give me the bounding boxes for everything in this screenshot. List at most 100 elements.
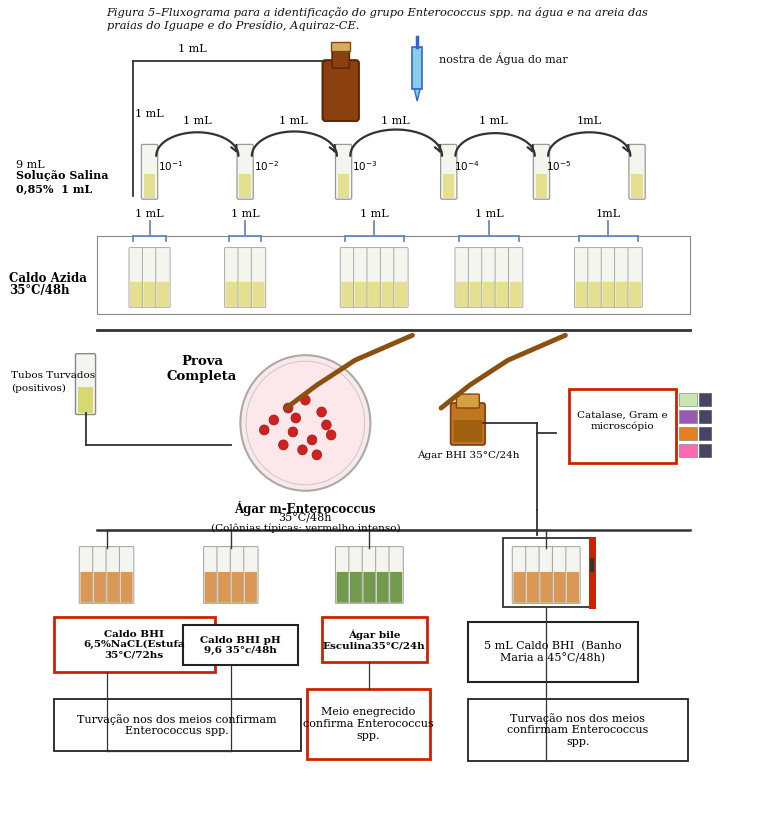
FancyBboxPatch shape bbox=[614, 248, 629, 307]
Text: 1 mL: 1 mL bbox=[231, 209, 259, 219]
FancyBboxPatch shape bbox=[481, 248, 496, 307]
Text: Figura 5–Fluxograma para a identificação do grupo Enterococcus spp. na água e na: Figura 5–Fluxograma para a identificação… bbox=[107, 7, 648, 18]
FancyBboxPatch shape bbox=[244, 547, 258, 603]
FancyBboxPatch shape bbox=[79, 547, 94, 603]
FancyBboxPatch shape bbox=[93, 547, 107, 603]
Text: 1 mL: 1 mL bbox=[479, 116, 508, 126]
Text: 1mL: 1mL bbox=[577, 116, 602, 126]
FancyBboxPatch shape bbox=[508, 248, 523, 307]
Polygon shape bbox=[412, 47, 422, 89]
Circle shape bbox=[288, 427, 298, 437]
FancyBboxPatch shape bbox=[601, 248, 615, 307]
Text: Catalase, Gram e
microscópio: Catalase, Gram e microscópio bbox=[578, 411, 668, 431]
Text: 1 mL: 1 mL bbox=[135, 109, 164, 119]
Bar bbox=[54, 699, 301, 751]
FancyBboxPatch shape bbox=[157, 282, 169, 307]
FancyBboxPatch shape bbox=[552, 547, 567, 603]
Bar bbox=[308, 689, 430, 759]
Bar bbox=[631, 175, 643, 198]
FancyBboxPatch shape bbox=[534, 145, 550, 199]
Text: $10^{-5}$: $10^{-5}$ bbox=[546, 159, 571, 173]
FancyBboxPatch shape bbox=[679, 393, 697, 406]
FancyBboxPatch shape bbox=[679, 426, 697, 440]
FancyBboxPatch shape bbox=[381, 282, 394, 307]
Circle shape bbox=[308, 435, 317, 445]
Text: 35°C/48h: 35°C/48h bbox=[9, 284, 69, 297]
Text: (Colônias típicas: vermelho intenso): (Colônias típicas: vermelho intenso) bbox=[211, 524, 400, 534]
FancyBboxPatch shape bbox=[468, 248, 483, 307]
Bar bbox=[97, 236, 690, 314]
FancyBboxPatch shape bbox=[367, 248, 381, 307]
Circle shape bbox=[298, 445, 308, 455]
Text: Ágar bile
Esculina35°C/24h: Ágar bile Esculina35°C/24h bbox=[323, 629, 425, 650]
Bar bbox=[321, 617, 427, 662]
FancyBboxPatch shape bbox=[141, 145, 158, 199]
Circle shape bbox=[246, 361, 365, 484]
FancyBboxPatch shape bbox=[322, 60, 359, 121]
Text: Turvação nos dos meios
confirmam Enterococcus
spp.: Turvação nos dos meios confirmam Enteroc… bbox=[507, 713, 648, 747]
Text: 1 mL: 1 mL bbox=[183, 116, 211, 126]
Text: 35°C/48h: 35°C/48h bbox=[278, 513, 332, 523]
Text: Tubos Turvados: Tubos Turvados bbox=[11, 371, 95, 380]
FancyBboxPatch shape bbox=[156, 248, 170, 307]
FancyBboxPatch shape bbox=[335, 145, 351, 199]
FancyBboxPatch shape bbox=[121, 572, 132, 602]
FancyBboxPatch shape bbox=[495, 248, 509, 307]
FancyBboxPatch shape bbox=[454, 420, 482, 442]
Text: Caldo BHI
6,5%NaCL(Estufa
35°C/72hs: Caldo BHI 6,5%NaCL(Estufa 35°C/72hs bbox=[84, 630, 185, 660]
FancyBboxPatch shape bbox=[252, 282, 265, 307]
FancyBboxPatch shape bbox=[245, 572, 257, 602]
FancyBboxPatch shape bbox=[510, 282, 521, 307]
Text: 9 mL: 9 mL bbox=[15, 160, 45, 182]
Bar bbox=[183, 625, 298, 665]
Bar bbox=[536, 175, 548, 198]
Text: Caldo Azida: Caldo Azida bbox=[9, 272, 87, 285]
FancyBboxPatch shape bbox=[395, 282, 407, 307]
FancyBboxPatch shape bbox=[340, 248, 355, 307]
Circle shape bbox=[326, 430, 336, 440]
FancyBboxPatch shape bbox=[144, 282, 155, 307]
FancyBboxPatch shape bbox=[512, 547, 527, 603]
FancyBboxPatch shape bbox=[679, 444, 697, 457]
FancyBboxPatch shape bbox=[602, 282, 614, 307]
FancyBboxPatch shape bbox=[527, 572, 539, 602]
Bar bbox=[331, 42, 351, 52]
FancyBboxPatch shape bbox=[390, 572, 402, 602]
FancyBboxPatch shape bbox=[441, 145, 457, 199]
Text: 1 mL: 1 mL bbox=[278, 116, 308, 126]
Bar bbox=[503, 538, 594, 607]
FancyBboxPatch shape bbox=[119, 547, 134, 603]
FancyBboxPatch shape bbox=[389, 547, 403, 603]
Circle shape bbox=[278, 440, 288, 450]
FancyBboxPatch shape bbox=[368, 282, 380, 307]
FancyBboxPatch shape bbox=[129, 248, 143, 307]
Text: praias do Iguape e do Presídio, Aquiraz-CE.: praias do Iguape e do Presídio, Aquiraz-… bbox=[107, 20, 359, 32]
Text: Solução Salina: Solução Salina bbox=[15, 170, 108, 181]
Text: Ágar m-Enterococcus: Ágar m-Enterococcus bbox=[235, 501, 376, 516]
FancyBboxPatch shape bbox=[349, 547, 363, 603]
Text: 1 mL: 1 mL bbox=[360, 209, 388, 219]
Text: $10^{-3}$: $10^{-3}$ bbox=[352, 159, 378, 173]
FancyBboxPatch shape bbox=[335, 547, 350, 603]
Text: Prova
Completa: Prova Completa bbox=[167, 355, 238, 383]
Circle shape bbox=[283, 403, 293, 413]
FancyBboxPatch shape bbox=[130, 282, 142, 307]
FancyBboxPatch shape bbox=[514, 572, 525, 602]
FancyBboxPatch shape bbox=[94, 572, 106, 602]
Bar bbox=[443, 175, 454, 198]
Circle shape bbox=[321, 420, 331, 430]
FancyBboxPatch shape bbox=[540, 572, 552, 602]
Circle shape bbox=[241, 355, 371, 491]
FancyBboxPatch shape bbox=[456, 282, 468, 307]
FancyBboxPatch shape bbox=[589, 282, 601, 307]
Circle shape bbox=[301, 395, 310, 405]
FancyBboxPatch shape bbox=[628, 248, 642, 307]
Circle shape bbox=[269, 415, 278, 425]
FancyBboxPatch shape bbox=[566, 547, 580, 603]
FancyBboxPatch shape bbox=[394, 248, 408, 307]
Text: Caldo BHI pH
9,6 35°c/48h: Caldo BHI pH 9,6 35°c/48h bbox=[200, 636, 281, 655]
FancyBboxPatch shape bbox=[470, 282, 481, 307]
FancyBboxPatch shape bbox=[554, 572, 566, 602]
FancyBboxPatch shape bbox=[251, 248, 266, 307]
FancyBboxPatch shape bbox=[567, 572, 579, 602]
